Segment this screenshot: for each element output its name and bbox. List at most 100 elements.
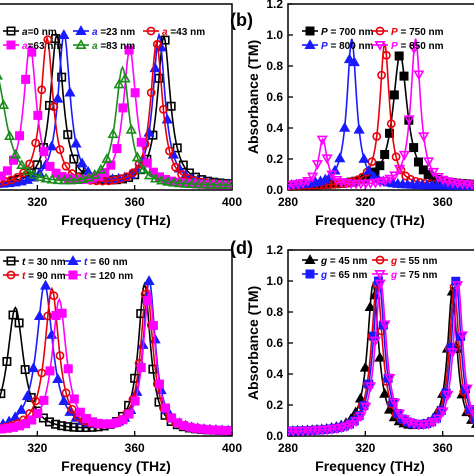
data-point: [223, 179, 232, 190]
data-point: [44, 417, 54, 427]
data-point: [158, 104, 168, 114]
data-point: [49, 102, 59, 112]
legend-marker: [374, 40, 386, 51]
data-point: [186, 178, 198, 189]
data-point: [142, 158, 152, 168]
data-point: [8, 155, 18, 165]
series-line: [288, 38, 474, 186]
y-tick-label: 0.0: [266, 183, 283, 197]
plot-area: [288, 38, 474, 190]
series-a-83-nm: [0, 65, 232, 190]
legend-label: P = 800 nm: [321, 41, 374, 52]
legend-value: = 850 nm: [398, 41, 444, 52]
data-point: [14, 318, 24, 328]
data-point: [33, 110, 43, 120]
legend-symbol: t: [84, 257, 88, 268]
data-point: [52, 92, 64, 103]
legend-marker: [304, 39, 316, 50]
data-point: [409, 143, 419, 153]
data-point: [451, 281, 464, 292]
data-point: [63, 422, 73, 432]
legend-label: a =43 nm: [162, 27, 205, 38]
x-tick-label: 320: [355, 441, 375, 455]
legend-symbol: g: [320, 270, 327, 281]
series-t-120-nm: [0, 288, 232, 436]
data-point: [321, 154, 333, 165]
data-point: [447, 348, 459, 358]
data-point: [37, 368, 47, 378]
legend-value: = 75 nm: [397, 270, 437, 281]
data-point: [150, 172, 162, 183]
legend-marker: [375, 26, 385, 36]
data-point: [353, 123, 365, 134]
legend-value: = 65 nm: [327, 270, 367, 281]
data-point: [27, 362, 40, 373]
data-point: [57, 72, 67, 82]
data-point: [130, 88, 140, 98]
legend-symbol: P: [321, 41, 328, 52]
data-point: [95, 163, 107, 174]
data-point: [154, 379, 164, 389]
data-point: [375, 161, 385, 171]
legend-symbol: P: [321, 27, 328, 38]
y-tick-label: 0.2: [266, 152, 283, 166]
data-point: [76, 157, 88, 168]
data-point: [461, 384, 473, 395]
data-point: [418, 165, 428, 175]
legend-marker: [6, 40, 16, 50]
data-point: [374, 177, 386, 188]
series-g-75-nm: [288, 279, 474, 436]
legend-marker: [146, 26, 156, 36]
data-point: [422, 419, 435, 430]
data-point: [37, 85, 47, 95]
data-point: [67, 404, 77, 414]
data-point: [432, 172, 444, 183]
data-point: [15, 131, 25, 141]
data-point: [360, 402, 372, 413]
data-point: [25, 159, 34, 169]
data-point: [171, 162, 180, 172]
legend-value: =83 nm: [98, 41, 136, 52]
data-point: [20, 365, 30, 375]
data-point: [393, 409, 406, 420]
data-point: [113, 78, 125, 89]
data-point: [154, 73, 164, 83]
legend-marker: [75, 25, 87, 36]
data-point: [355, 412, 367, 423]
y-tick-label: 0.4: [266, 367, 283, 381]
data-point: [364, 382, 377, 393]
legend-value: = 30 nm: [25, 257, 65, 268]
legend-value: = 800 nm: [328, 41, 374, 52]
legend-marker: [6, 270, 16, 280]
data-point: [4, 130, 16, 140]
legend: P = 700 nm P = 750 nmP = 800 nm P = 850 nm: [302, 26, 444, 52]
legend-label: g = 55 nm: [390, 256, 438, 267]
data-point: [363, 164, 375, 175]
data-point: [358, 153, 370, 163]
legend-symbol: g: [390, 270, 397, 281]
legend-marker: [375, 255, 385, 265]
legend-symbol: t: [22, 271, 26, 282]
data-point: [124, 45, 134, 55]
data-point: [118, 415, 128, 425]
y-tick-label: 0.6: [266, 90, 283, 104]
legend: t = 30 nm t = 60 nmt = 90 nm t = 120 nm: [3, 255, 133, 282]
legend-value: = 55 nm: [397, 256, 437, 267]
data-point: [39, 395, 49, 405]
data-point: [63, 364, 73, 374]
data-point: [43, 311, 53, 321]
legend-marker: [68, 270, 78, 280]
y-tick-label: 1.2: [266, 0, 283, 11]
data-point: [345, 420, 357, 431]
data-point: [69, 394, 79, 404]
data-point: [302, 177, 314, 187]
legend-value: = 60 nm: [87, 257, 127, 268]
legend-label: g = 75 nm: [390, 270, 438, 281]
data-point: [148, 364, 158, 374]
data-point: [456, 331, 468, 342]
data-point: [21, 390, 33, 401]
data-point: [380, 149, 390, 159]
data-point: [45, 161, 55, 171]
data-point: [112, 144, 122, 154]
data-point: [46, 173, 58, 184]
